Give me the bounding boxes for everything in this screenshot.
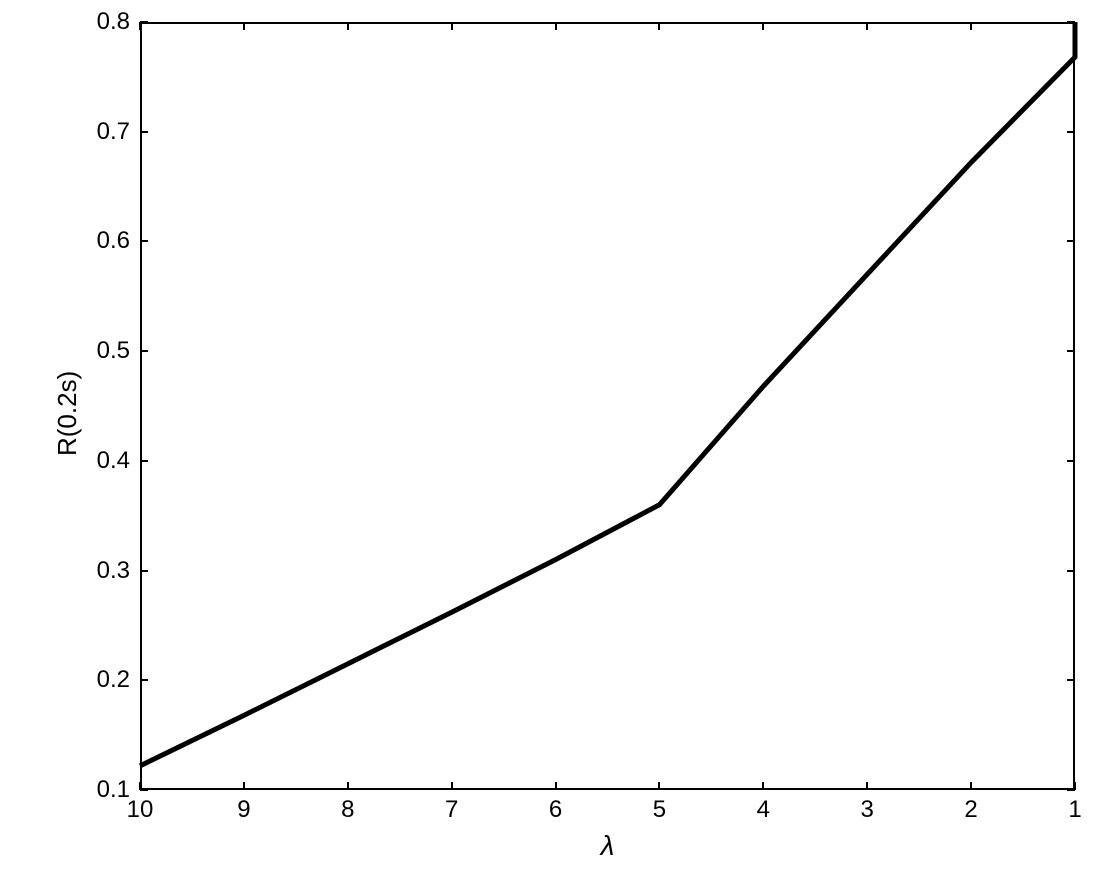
series-path	[140, 22, 1075, 766]
data-line	[0, 0, 1102, 895]
line-chart: 10987654321 0.10.20.30.40.50.60.70.8 λ R…	[0, 0, 1102, 895]
